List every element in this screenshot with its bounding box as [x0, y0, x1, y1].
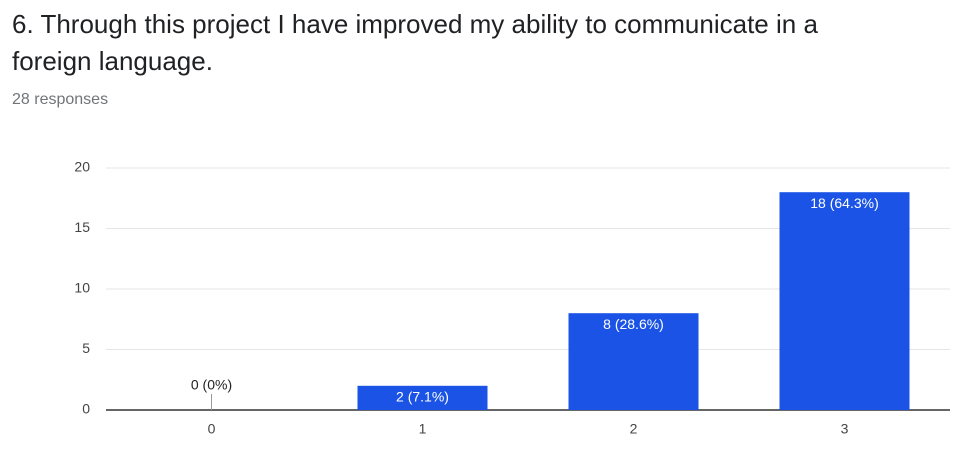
value-label: 18 (64.3%) [810, 195, 878, 211]
y-tick-label: 10 [74, 280, 90, 296]
chart-subtitle: 28 responses [12, 91, 109, 108]
x-tick-label: 3 [841, 421, 849, 437]
x-tick-label: 1 [419, 421, 427, 437]
chart-title: 6. Through this project I have improved … [12, 9, 818, 76]
bar [357, 385, 488, 410]
x-tick-label: 2 [630, 421, 638, 437]
y-tick-label: 15 [74, 219, 90, 235]
y-tick-label: 0 [82, 401, 90, 417]
value-label: 2 (7.1%) [396, 389, 449, 405]
value-label: 8 (28.6%) [603, 316, 664, 332]
bar [779, 192, 910, 410]
bar [568, 313, 699, 410]
value-label: 0 (0%) [191, 377, 232, 393]
y-tick-label: 20 [74, 159, 90, 175]
y-tick-label: 5 [82, 340, 90, 356]
x-tick-label: 0 [208, 421, 216, 437]
